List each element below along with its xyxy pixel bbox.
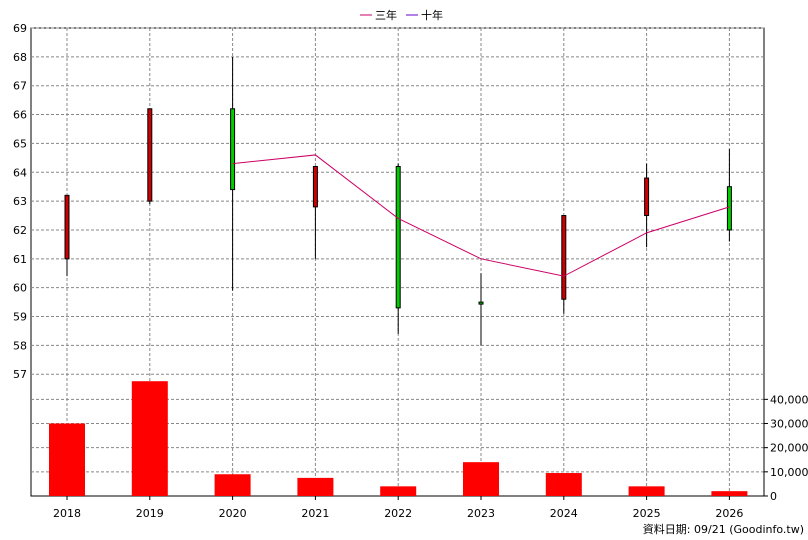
candle-body: [312, 165, 318, 208]
volume-axis: 0 10,000 20,000 30,000 40,000: [763, 380, 808, 503]
x-tick-label: 2026: [715, 507, 743, 520]
x-tick-label: 2018: [53, 507, 81, 520]
volume-tick-label: 10,000: [770, 466, 808, 479]
candle-body: [230, 108, 236, 191]
candle-2021: [312, 165, 318, 259]
candle-body: [147, 108, 153, 202]
price-tick-label: 63: [13, 195, 27, 208]
legend: 三年 十年: [360, 8, 443, 22]
volume-bar-2018: [49, 423, 85, 496]
x-tick-label: 2021: [301, 507, 329, 520]
candle-2020: [230, 56, 236, 291]
price-axis: 57 58 59 60 61 62 63 64 65 66 67 68 69: [13, 22, 27, 381]
price-tick-label: 64: [13, 166, 27, 179]
candle-2018: [64, 194, 70, 277]
x-tick-label: 2019: [136, 507, 164, 520]
candle-2024: [561, 215, 567, 314]
volume-bar-2019: [131, 381, 168, 496]
x-tick-label: 2020: [219, 507, 247, 520]
volume-bar-2026: [711, 491, 748, 496]
x-tick-label: 2024: [550, 507, 578, 520]
price-tick-label: 65: [13, 137, 27, 150]
volume-tick-label: 40,000: [770, 393, 808, 406]
footer-note: 資料日期: 09/21 (Goodinfo.tw): [643, 522, 804, 536]
candle-body: [478, 301, 484, 305]
legend-label-0: 三年: [375, 8, 397, 22]
candle-2026: [726, 149, 732, 242]
x-axis: 2018 2019 2020 2021 2022 2023 2024 2025 2026: [53, 496, 743, 520]
volume-tick-label: 30,000: [770, 418, 808, 431]
volume-bar-2020: [214, 474, 251, 496]
x-tick-label: 2025: [633, 507, 661, 520]
x-tick-label: 2023: [467, 507, 495, 520]
volume-bar-2022: [380, 486, 417, 496]
price-tick-label: 69: [13, 22, 27, 35]
candles: [64, 56, 732, 346]
x-tick-label: 2022: [384, 507, 412, 520]
volume-bar-2021: [297, 477, 334, 496]
line-series: [232, 154, 730, 277]
volume-tick-label: 0: [770, 490, 777, 503]
price-tick-label: 61: [13, 253, 27, 266]
price-tick-label: 58: [13, 339, 27, 352]
volume-bar-2023: [463, 462, 499, 496]
candle-2025: [644, 163, 650, 248]
candle-2023: [478, 273, 484, 346]
candle-body: [64, 194, 70, 260]
volume-bar-2024: [545, 473, 582, 496]
candle-body: [395, 165, 401, 309]
line-series-0: [232, 154, 730, 277]
price-tick-label: 68: [13, 51, 27, 64]
price-tick-label: 67: [13, 80, 27, 93]
price-tick-label: 59: [13, 311, 27, 324]
price-tick-label: 57: [13, 368, 27, 381]
price-tick-label: 62: [13, 224, 27, 237]
volume-bars: [49, 381, 748, 496]
volume-tick-label: 20,000: [770, 442, 808, 455]
price-tick-label: 60: [13, 282, 27, 295]
candle-2019: [147, 108, 153, 204]
candle-body: [644, 177, 650, 217]
candle-2022: [395, 163, 401, 334]
price-tick-label: 66: [13, 109, 27, 122]
legend-label-1: 十年: [421, 8, 443, 22]
candle-body: [561, 215, 567, 300]
candle-body: [726, 186, 732, 231]
volume-bar-2025: [628, 486, 665, 496]
